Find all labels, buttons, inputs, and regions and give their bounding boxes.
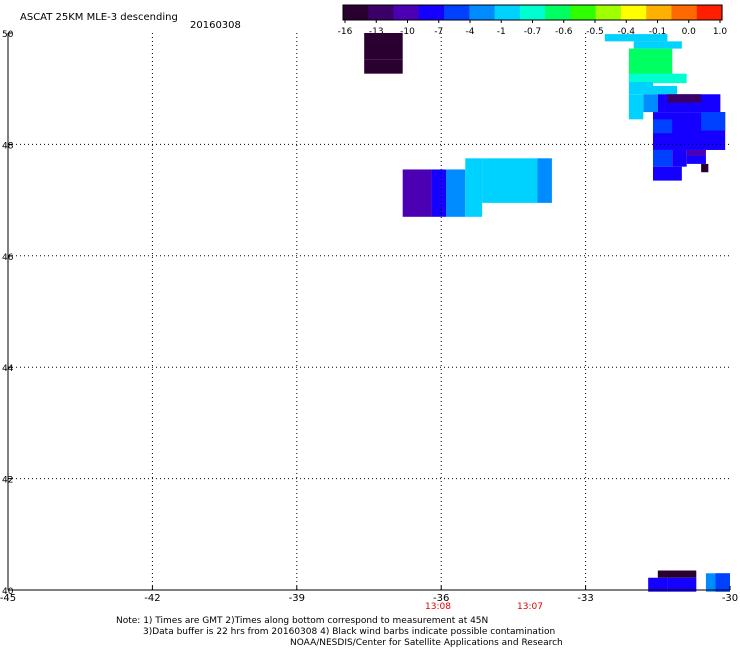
data-cell xyxy=(633,41,682,49)
x-tick-label: -39 xyxy=(289,593,305,604)
data-cell xyxy=(667,94,702,103)
data-cell xyxy=(701,163,709,173)
data-cell xyxy=(648,577,668,592)
y-axis-ticks: 50 48 46 44 42 40 xyxy=(2,30,14,597)
colorbar-swatch xyxy=(393,5,420,20)
colorbar-label: -13 xyxy=(369,27,384,37)
colorbar-swatch xyxy=(671,5,698,20)
time-label: 13:07 xyxy=(517,602,543,612)
data-cell xyxy=(652,149,673,167)
data-cells xyxy=(364,33,730,592)
colorbar-swatch xyxy=(444,5,470,20)
colorbar-label: -0.1 xyxy=(649,27,667,37)
colorbar-label: 1.0 xyxy=(713,27,728,37)
data-cell xyxy=(364,33,403,60)
data-cell xyxy=(628,73,687,84)
data-cell xyxy=(364,59,403,74)
colorbar-swatch xyxy=(545,5,571,20)
data-cell xyxy=(465,158,483,217)
note-line-2: 3)Data buffer is 22 hrs from 20160308 4)… xyxy=(143,627,556,637)
colorbar-label: -0.5 xyxy=(586,27,604,37)
data-cell xyxy=(446,169,466,217)
note-line-3: NOAA/NESDIS/Center for Satellite Applica… xyxy=(290,638,563,648)
data-cell xyxy=(537,158,552,203)
note-line-1: Note: 1) Times are GMT 2)Times along bot… xyxy=(116,616,489,626)
y-tick-label: 46 xyxy=(2,253,14,263)
x-axis-ticks: -45 -42 -39 -36 -33 -30 xyxy=(0,586,738,604)
x-tick-label: -33 xyxy=(577,593,593,604)
colorbar-swatch xyxy=(570,5,597,20)
colorbar-label: -16 xyxy=(338,27,353,37)
colorbar-swatch xyxy=(595,5,622,20)
grid-lines xyxy=(8,33,730,590)
data-cell xyxy=(643,94,658,113)
data-cell xyxy=(628,82,653,95)
time-label: 13:08 xyxy=(425,602,451,612)
colorbar-label: -0.6 xyxy=(555,27,573,37)
data-cell xyxy=(431,169,447,217)
y-tick-label: 42 xyxy=(2,476,13,486)
data-cell xyxy=(402,169,432,217)
colorbar: -16 -13 -10 -7 -4 -1 -0.7 -0.6 -0.5 -0.4 -0.1 0.0 1.… xyxy=(338,4,728,37)
data-cell xyxy=(482,158,538,203)
x-tick-label: -45 xyxy=(0,593,16,604)
colorbar-label: -0.7 xyxy=(524,27,542,37)
colorbar-label: -1 xyxy=(497,27,506,37)
colorbar-swatch xyxy=(620,5,647,20)
data-cell xyxy=(672,149,687,167)
data-cell xyxy=(686,149,706,156)
data-cell xyxy=(715,573,730,592)
data-cell xyxy=(628,48,673,75)
colorbar-label: -4 xyxy=(466,27,475,37)
colorbar-swatch xyxy=(343,5,369,20)
y-tick-label: 50 xyxy=(2,30,14,40)
colorbar-swatch xyxy=(469,5,496,20)
colorbar-swatch xyxy=(696,5,723,20)
colorbar-swatch xyxy=(646,5,673,20)
y-tick-label: 48 xyxy=(2,141,14,151)
data-cell xyxy=(652,119,673,134)
data-cell xyxy=(667,577,697,592)
x-tick-label: -30 xyxy=(722,593,738,604)
data-cell xyxy=(657,570,697,578)
data-cell xyxy=(686,155,706,164)
y-tick-label: 44 xyxy=(2,364,14,374)
chart-date: 20160308 xyxy=(190,20,241,31)
data-cell xyxy=(652,166,682,181)
data-cell xyxy=(628,94,644,120)
x-tick-label: -36 xyxy=(433,593,449,604)
colorbar-label: 0.0 xyxy=(682,27,697,37)
data-cell xyxy=(604,34,668,42)
data-cell xyxy=(652,85,678,95)
colorbar-label: -0.4 xyxy=(617,27,635,37)
data-cell xyxy=(701,112,726,131)
colorbar-swatch xyxy=(368,5,395,20)
time-labels: 13:08 13:07 xyxy=(425,602,543,612)
plot-frame xyxy=(7,33,730,591)
x-tick-label: -42 xyxy=(144,593,160,604)
colorbar-label: -10 xyxy=(400,27,415,37)
chart-title: ASCAT 25KM MLE-3 descending xyxy=(20,12,178,23)
colorbar-swatch xyxy=(494,5,521,20)
colorbar-swatch xyxy=(519,5,546,20)
y-tick-label: 40 xyxy=(2,587,14,597)
colorbar-label: -7 xyxy=(434,27,443,37)
colorbar-swatch xyxy=(418,5,445,20)
